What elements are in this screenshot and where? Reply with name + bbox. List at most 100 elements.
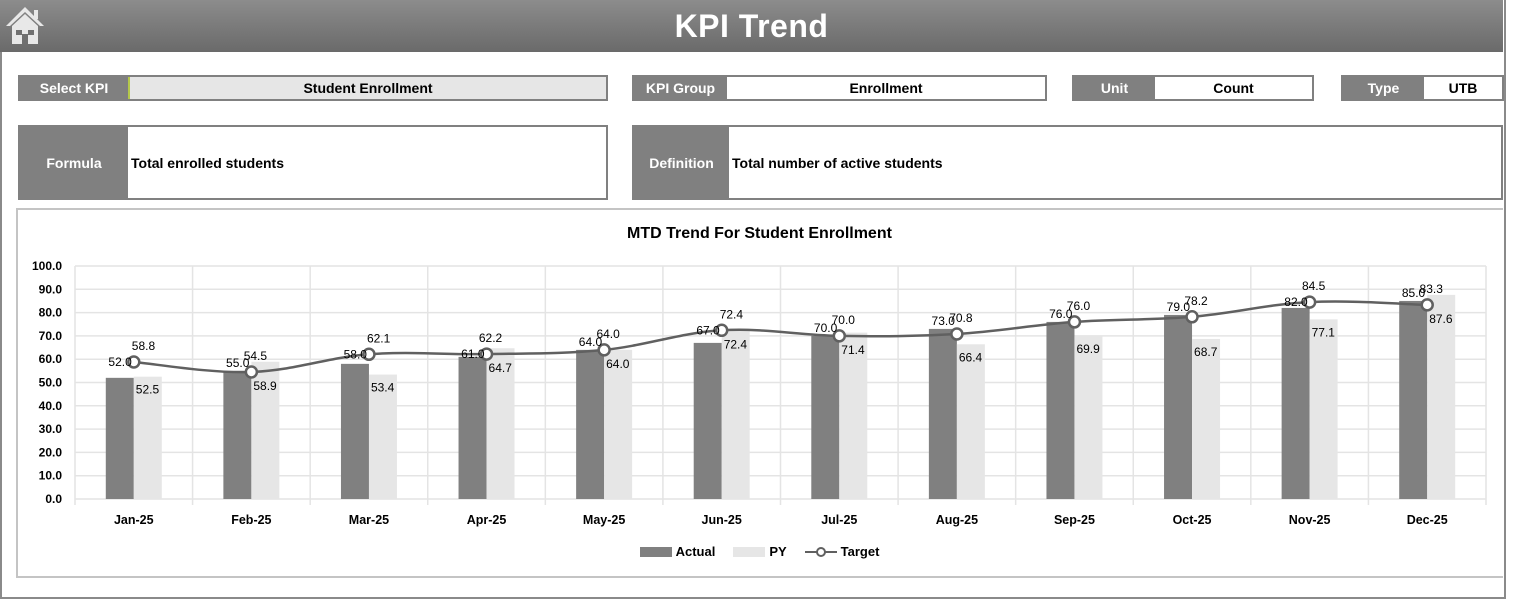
target-marker[interactable]	[479, 347, 494, 361]
target-marker[interactable]	[244, 365, 259, 379]
target-marker[interactable]	[1067, 315, 1082, 329]
target-data-label: 78.2	[1184, 294, 1208, 308]
py-data-label: 87.6	[1429, 312, 1453, 326]
py-bar[interactable]	[1074, 336, 1103, 499]
x-tick-label: Nov-25	[1289, 513, 1331, 527]
actual-data-label: 79.0	[1167, 300, 1191, 314]
py-bar[interactable]	[839, 332, 868, 499]
x-tick-label: Oct-25	[1173, 513, 1212, 527]
header-bar: KPI Trend	[0, 0, 1503, 52]
x-tick-label: Jan-25	[114, 513, 154, 527]
actual-bar[interactable]	[105, 377, 134, 499]
target-marker[interactable]	[832, 329, 847, 343]
py-bar[interactable]	[1192, 338, 1221, 499]
py-data-label: 72.4	[724, 337, 748, 351]
actual-bar[interactable]	[693, 342, 722, 499]
actual-bar[interactable]	[223, 370, 252, 499]
target-data-label: 70.0	[832, 313, 856, 327]
py-bar[interactable]	[956, 344, 985, 499]
py-bar[interactable]	[1309, 319, 1338, 499]
type-field: Type UTB	[1341, 75, 1504, 101]
target-data-label: 72.4	[720, 307, 744, 321]
kpi-group-field: KPI Group Enrollment	[632, 75, 1047, 101]
actual-bar[interactable]	[928, 328, 957, 499]
target-data-label: 62.2	[479, 331, 503, 345]
x-tick-label: Feb-25	[231, 513, 271, 527]
x-tick-label: Sep-25	[1054, 513, 1095, 527]
legend-item-py[interactable]: PY	[733, 544, 787, 559]
py-data-label: 52.5	[136, 383, 160, 397]
y-tick-label: 80.0	[39, 306, 63, 320]
py-bar[interactable]	[721, 330, 750, 499]
x-tick-label: Mar-25	[349, 513, 389, 527]
py-bar[interactable]	[486, 348, 515, 499]
py-bar[interactable]	[251, 361, 280, 499]
kpi-group-value: Enrollment	[727, 77, 1045, 99]
select-kpi-dropdown[interactable]: Student Enrollment	[128, 77, 606, 99]
legend-label-target: Target	[840, 544, 880, 559]
definition-value: Total number of active students	[729, 127, 1501, 198]
actual-data-label: 76.0	[1049, 307, 1073, 321]
formula-field: Formula Total enrolled students	[18, 125, 608, 200]
actual-bar[interactable]	[576, 349, 605, 499]
unit-field: Unit Count	[1072, 75, 1314, 101]
actual-bar[interactable]	[811, 335, 840, 499]
actual-bar[interactable]	[1164, 314, 1193, 499]
actual-bar[interactable]	[458, 356, 487, 499]
actual-bar[interactable]	[340, 363, 369, 499]
target-data-label: 58.8	[132, 339, 156, 353]
x-tick-label: Apr-25	[467, 513, 507, 527]
x-tick-label: May-25	[583, 513, 625, 527]
actual-data-label: 85.0	[1402, 286, 1426, 300]
target-data-label: 62.1	[367, 331, 391, 345]
target-marker[interactable]	[362, 347, 376, 362]
py-data-label: 71.4	[841, 343, 865, 357]
target-data-label: 76.0	[1067, 299, 1091, 313]
target-data-label: 83.3	[1420, 282, 1444, 296]
py-bar[interactable]	[133, 376, 162, 499]
target-marker[interactable]	[597, 343, 611, 357]
actual-bar[interactable]	[1281, 307, 1310, 499]
y-tick-label: 100.0	[32, 259, 62, 273]
y-tick-label: 40.0	[39, 399, 63, 413]
page-title: KPI Trend	[674, 8, 829, 44]
py-bar[interactable]	[604, 349, 633, 499]
actual-data-label: 61.0	[461, 347, 485, 361]
target-data-label: 70.8	[949, 311, 973, 325]
y-tick-label: 90.0	[39, 282, 63, 296]
py-bar[interactable]	[368, 374, 397, 499]
y-tick-label: 20.0	[39, 445, 63, 459]
actual-bar[interactable]	[1046, 321, 1075, 499]
target-line-marker-icon	[804, 546, 837, 557]
target-data-label: 54.5	[244, 349, 268, 363]
home-icon[interactable]	[4, 4, 46, 46]
py-bar[interactable]	[1427, 294, 1456, 499]
target-marker[interactable]	[1302, 295, 1317, 309]
actual-data-label: 67.0	[696, 323, 720, 337]
target-marker[interactable]	[714, 323, 729, 338]
target-marker[interactable]	[950, 327, 964, 341]
py-data-label: 77.1	[1312, 325, 1336, 339]
target-data-label: 64.0	[596, 327, 620, 341]
select-kpi-field: Select KPI Student Enrollment	[18, 75, 608, 101]
actual-bar[interactable]	[1399, 300, 1428, 499]
y-tick-label: 70.0	[39, 329, 63, 343]
actual-data-label: 55.0	[226, 356, 250, 370]
target-marker[interactable]	[1420, 298, 1434, 312]
py-swatch-icon	[733, 546, 766, 557]
target-marker[interactable]	[127, 355, 141, 369]
py-data-label: 64.0	[606, 357, 630, 371]
legend-item-actual[interactable]: Actual	[639, 544, 715, 559]
y-tick-label: 50.0	[39, 376, 63, 390]
y-tick-label: 0.0	[45, 492, 62, 506]
actual-data-label: 58.0	[344, 347, 368, 361]
definition-label: Definition	[634, 127, 729, 198]
actual-data-label: 82.0	[1284, 295, 1308, 309]
target-line[interactable]	[133, 300, 1428, 374]
legend-item-target[interactable]: Target	[804, 544, 880, 559]
target-marker[interactable]	[1185, 310, 1199, 324]
py-data-label: 64.7	[489, 361, 513, 375]
py-data-label: 53.4	[371, 381, 395, 395]
